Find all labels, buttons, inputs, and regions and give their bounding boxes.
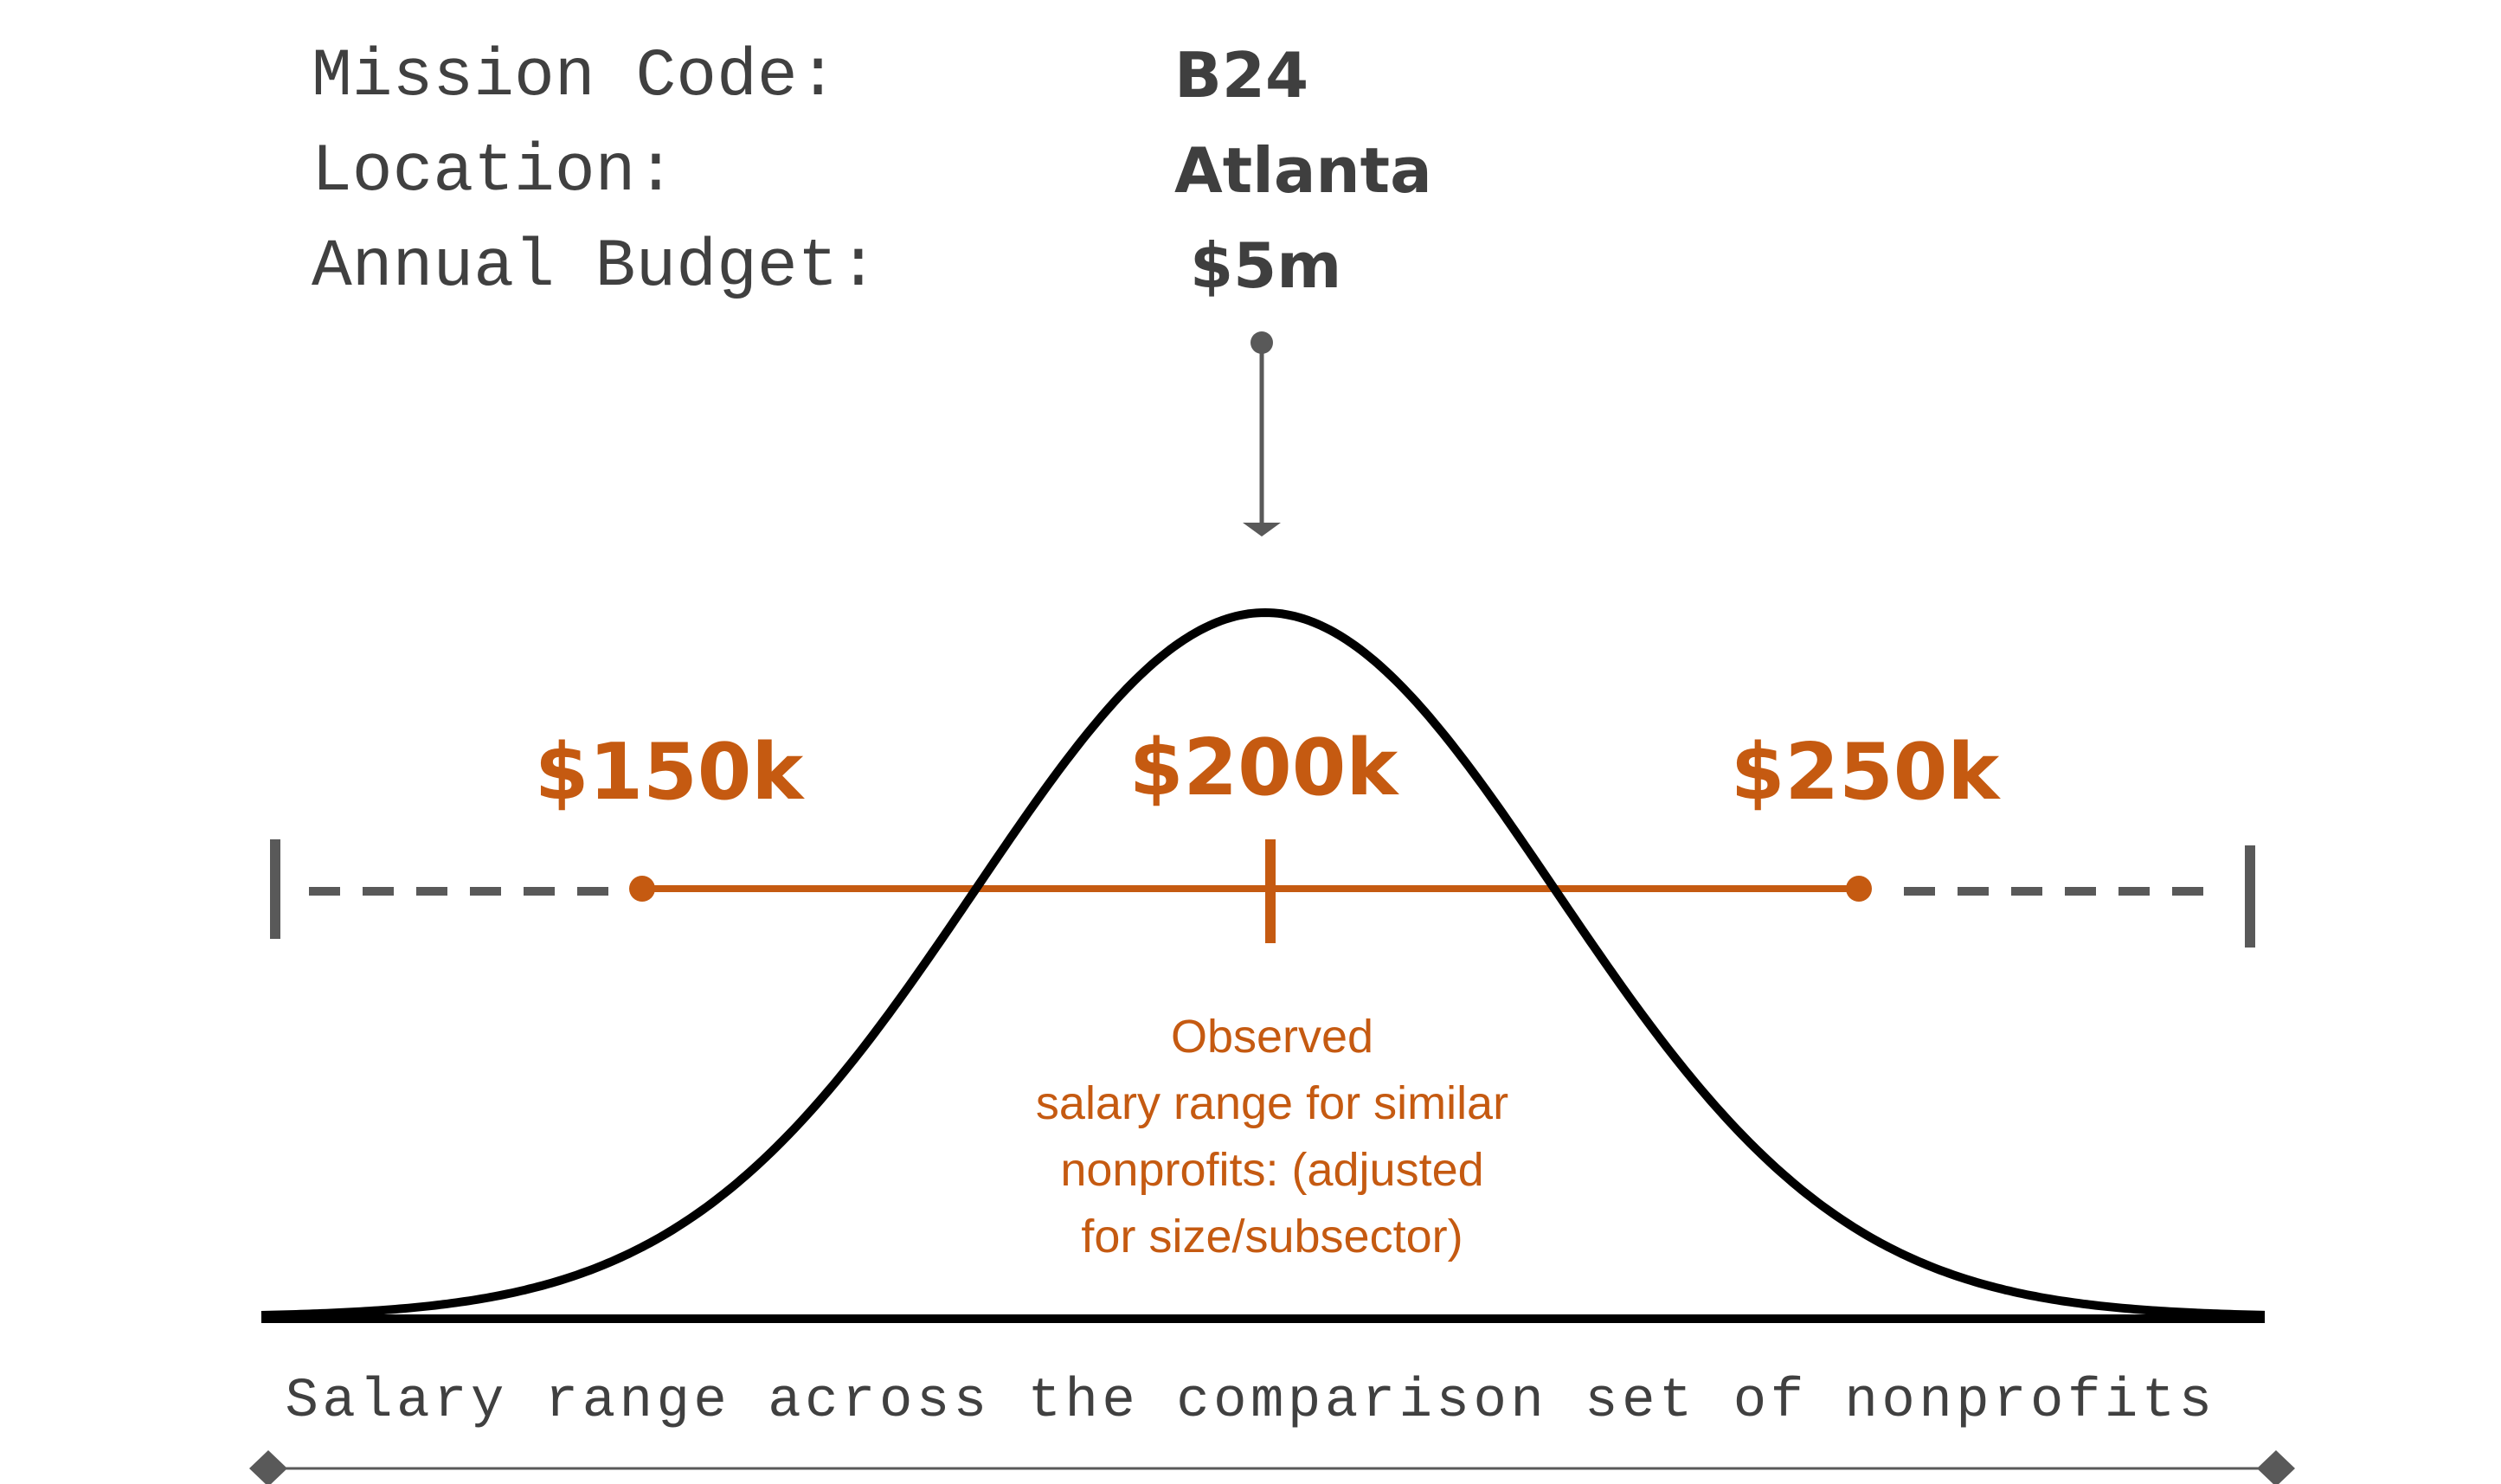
observed-range-low-dot <box>629 876 655 902</box>
annual-budget-value: $5m <box>1190 229 1342 302</box>
salary-high-label: $250k <box>1730 727 2000 818</box>
comparison-set-caption: Salary range across the comparison set o… <box>285 1371 2216 1433</box>
location-label: Location: <box>312 134 677 210</box>
salary-mid-label: $200k <box>1128 723 1398 813</box>
mission-code-label: Mission Code: <box>312 39 839 115</box>
bottom-axis-left-diamond <box>249 1450 287 1484</box>
bottom-axis-right-diamond <box>2257 1450 2295 1484</box>
annual-budget-label: Annual Budget: <box>312 229 879 305</box>
location-value: Atlanta <box>1174 134 1432 207</box>
mission-code-value: B24 <box>1174 39 1309 112</box>
observed-range-note: Observed salary range for similar nonpro… <box>1035 1011 1509 1262</box>
pointer-arrow-head <box>1243 523 1281 536</box>
observed-range-high-dot <box>1846 876 1872 902</box>
salary-low-label: $150k <box>534 727 804 818</box>
pointer-arrow-origin-dot <box>1250 331 1273 354</box>
bell-curve <box>260 608 2266 1320</box>
